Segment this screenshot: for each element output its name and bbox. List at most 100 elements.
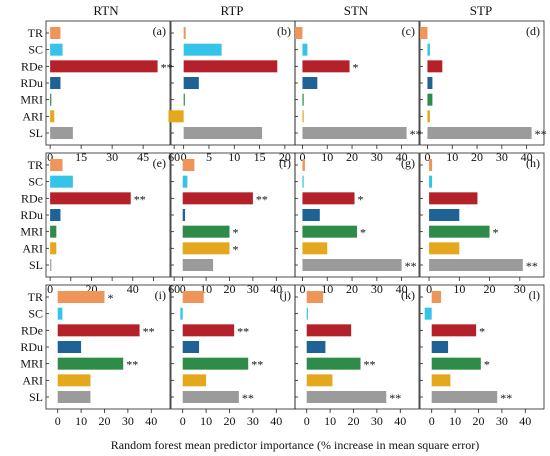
- x-tick-label: 10: [324, 414, 336, 428]
- panel-label: (k): [401, 288, 415, 302]
- x-tick-label: 30: [371, 282, 383, 296]
- significance-mark: **: [256, 192, 268, 206]
- category-label: RDu: [20, 76, 43, 90]
- bar: [50, 77, 61, 89]
- x-tick-label: 10: [321, 282, 333, 296]
- x-tick-label: 20: [98, 414, 110, 428]
- x-tick-label: 20: [472, 414, 484, 428]
- x-tick-label: 0: [55, 414, 61, 428]
- bar: [183, 43, 222, 56]
- bar: [302, 225, 357, 238]
- bar: [420, 27, 428, 39]
- bar: [431, 291, 442, 303]
- bar: [50, 110, 55, 123]
- bar: [182, 374, 207, 387]
- bar: [57, 374, 91, 387]
- bar: [182, 259, 214, 271]
- bar: [182, 209, 186, 221]
- panel: ****(l)0 10 20 30 40: [419, 284, 545, 428]
- significance-mark: **: [364, 358, 376, 372]
- bar: [57, 391, 91, 403]
- category-label: RDe: [21, 59, 43, 73]
- bar: [50, 27, 61, 39]
- x-tick-label: 20: [347, 414, 359, 428]
- bar: [182, 175, 188, 188]
- bar: [57, 341, 82, 353]
- category-label: SC: [28, 43, 43, 57]
- x-tick-label: 45: [137, 150, 149, 164]
- bar: [302, 77, 318, 89]
- bar: [50, 175, 73, 188]
- significance-mark: *: [232, 226, 238, 240]
- significance-mark: *: [107, 291, 113, 305]
- bar: [431, 374, 451, 387]
- bar: [182, 159, 195, 171]
- bar: [182, 242, 230, 255]
- x-tick-label: 10: [321, 150, 333, 164]
- bar: [431, 324, 477, 337]
- x-tick-label: 10: [453, 282, 465, 296]
- panel: ** ** ** (j) 0 10 20 30 40: [170, 284, 296, 428]
- category-label: MRI: [20, 93, 43, 107]
- x-tick-label: 40: [519, 414, 531, 428]
- x-tick-label: 30: [496, 150, 508, 164]
- category-label: RDe: [21, 191, 43, 205]
- bar: [57, 307, 63, 320]
- column-header-rtp: RTP: [220, 3, 243, 18]
- bar: [295, 27, 303, 39]
- bar: [306, 324, 352, 337]
- panel-label: (j): [280, 288, 291, 302]
- x-tick-label: 0: [299, 150, 305, 164]
- x-tick-label: 15: [254, 150, 266, 164]
- panel: ***(h)0 10 20 30: [419, 152, 545, 296]
- x-tick-label: 0: [299, 282, 305, 296]
- significance-mark: *: [484, 358, 490, 372]
- bar: [429, 175, 433, 188]
- x-tick-label: 20: [484, 282, 496, 296]
- x-tick-label: 40: [270, 282, 282, 296]
- significance-mark: **: [405, 259, 417, 273]
- significance-mark: **: [237, 324, 249, 338]
- bar: [182, 324, 235, 337]
- bar: [427, 110, 430, 123]
- significance-mark: **: [500, 391, 512, 405]
- bar: [306, 341, 326, 353]
- bar: [306, 357, 361, 370]
- bar: [50, 159, 63, 171]
- category-label: SL: [29, 390, 43, 404]
- panel-frame: [45, 152, 171, 278]
- bar: [57, 291, 105, 303]
- x-tick-label: 30: [247, 414, 259, 428]
- panel-frame: [419, 20, 545, 146]
- category-label: SC: [28, 175, 43, 189]
- x-tick-label: 0: [181, 150, 187, 164]
- bar: [50, 192, 131, 205]
- x-tick-label: 20: [223, 282, 235, 296]
- bar: [302, 60, 350, 73]
- x-tick-label: 0: [47, 282, 53, 296]
- bar: [182, 225, 230, 238]
- significance-mark: *: [493, 226, 499, 240]
- x-tick-label: 30: [122, 414, 134, 428]
- x-tick-label: 20: [223, 414, 235, 428]
- bar: [182, 291, 204, 303]
- category-label: ARI: [22, 109, 43, 123]
- bar: [183, 77, 199, 89]
- x-tick-label: 10: [449, 414, 461, 428]
- panel: ** ** (k) 0 10 20 30 40: [294, 284, 420, 428]
- category-label: SL: [29, 258, 43, 272]
- significance-mark: **: [242, 391, 254, 405]
- x-tick-label: 30: [514, 282, 526, 296]
- category-label: MRI: [20, 225, 43, 239]
- x-tick-label: 30: [371, 414, 383, 428]
- x-tick-label: 20: [279, 150, 291, 164]
- x-tick-label: 0: [47, 150, 53, 164]
- category-label: TR: [28, 158, 43, 172]
- column-header-stp: STP: [470, 3, 492, 18]
- panel-label: (f): [279, 156, 291, 170]
- bar: [50, 242, 57, 255]
